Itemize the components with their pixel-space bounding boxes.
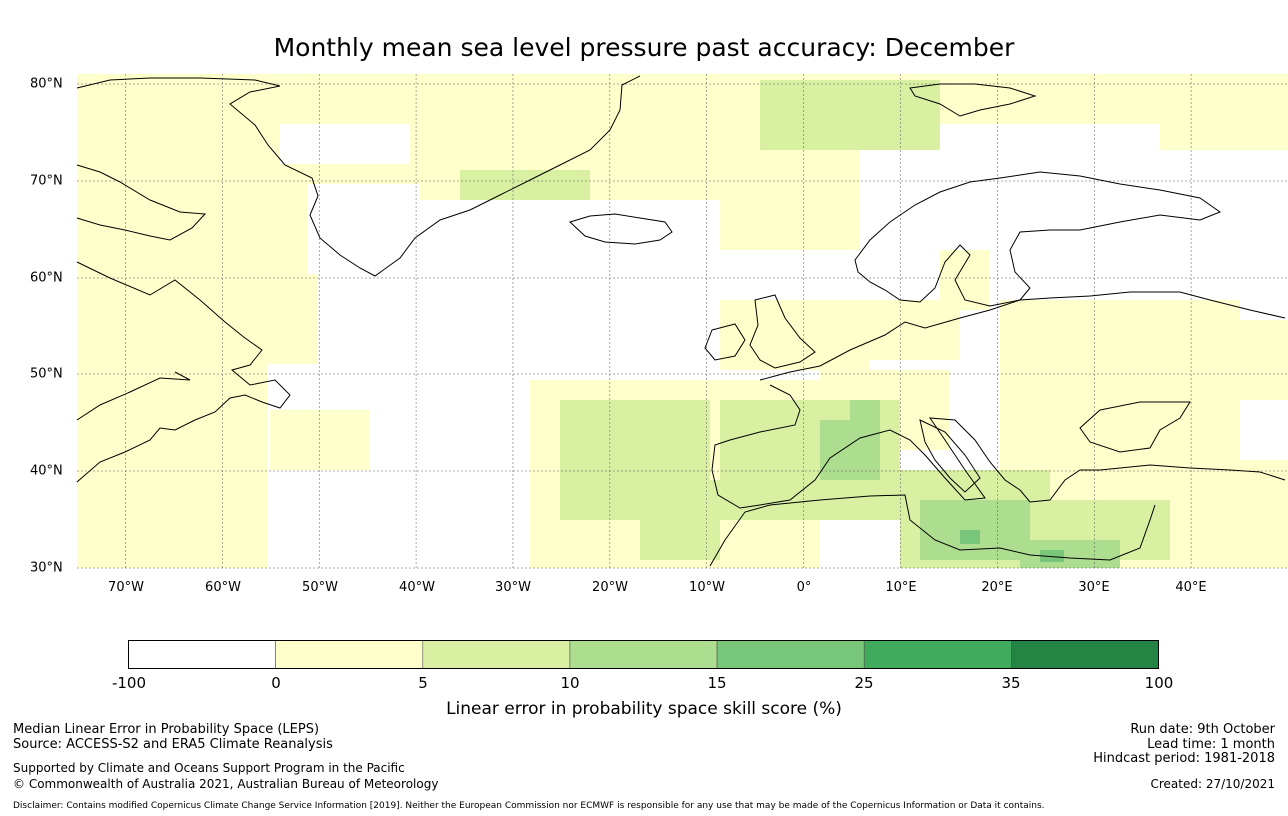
skill-cell-low <box>270 410 370 470</box>
skill-cell-top <box>1040 550 1064 562</box>
ireland-coast <box>704 323 746 361</box>
skill-cell-high <box>850 400 880 430</box>
colorbar-tick: 100 <box>1144 674 1174 692</box>
lon-label: 60°W <box>205 580 241 595</box>
footer-copyright: © Commonwealth of Australia 2021, Austra… <box>13 777 439 791</box>
skill-cell-low <box>1220 320 1288 400</box>
skill-cell-low <box>77 364 267 568</box>
britain-coast <box>749 294 816 369</box>
lon-label: 70°W <box>108 580 144 595</box>
lon-label: 20°W <box>592 580 628 595</box>
skill-cell-low <box>1160 80 1288 150</box>
coastlines <box>76 75 1286 567</box>
lon-label: 0° <box>796 580 812 595</box>
colorbar-tick: 35 <box>1001 674 1021 692</box>
europe-coast <box>759 291 1286 381</box>
colorbar-tick: 0 <box>271 674 281 692</box>
skill-cell-low <box>77 124 307 274</box>
skill-cell-none <box>320 200 720 370</box>
footer-run-date: Run date: 9th October <box>1130 722 1275 737</box>
colorbar-segment <box>569 640 718 669</box>
footer-source: Source: ACCESS-S2 and ERA5 Climate Reana… <box>13 737 333 752</box>
svalbard-coast <box>909 83 1037 117</box>
lat-label: 50°N <box>30 366 63 382</box>
colorbar-label: Linear error in probability space skill … <box>446 699 842 719</box>
black-sea-coast <box>1079 401 1191 453</box>
colorbar-segment <box>716 640 865 669</box>
lat-label: 30°N <box>30 560 63 576</box>
lon-label: 50°W <box>302 580 338 595</box>
skill-shading <box>77 74 1288 568</box>
greenland-coast <box>76 75 641 277</box>
skill-cell-high <box>1020 540 1120 568</box>
iceland-coast <box>569 213 673 245</box>
colorbar-segment <box>275 640 424 669</box>
graticule <box>77 74 1288 569</box>
colorbar-segment <box>422 640 571 669</box>
skill-cell-low <box>700 300 870 370</box>
lon-label: 30°E <box>1078 580 1110 595</box>
iberia-coast <box>711 384 1286 509</box>
skill-cell-mid <box>640 480 720 560</box>
colorbar-tick: -100 <box>111 674 147 692</box>
colorbar-segment <box>863 640 1012 669</box>
lat-label: 70°N <box>30 173 63 189</box>
skill-cell-mid <box>760 80 940 150</box>
italy-coast <box>919 419 981 493</box>
skill-cell-low <box>77 274 317 364</box>
colorbar-tick: 5 <box>418 674 428 692</box>
colorbar-tick: 25 <box>854 674 874 692</box>
page-title: Monthly mean sea level pressure past acc… <box>273 33 1015 62</box>
footer-support: Supported by Climate and Oceans Support … <box>13 761 405 775</box>
colorbar-tick: 15 <box>707 674 727 692</box>
skill-cell-none <box>1050 200 1250 290</box>
footer-created: Created: 27/10/2021 <box>1150 777 1275 791</box>
labrador-coast <box>76 261 291 483</box>
lon-label: 20°E <box>981 580 1013 595</box>
lat-label: 60°N <box>30 270 63 286</box>
lat-label: 80°N <box>30 76 63 92</box>
lon-label: 10°E <box>885 580 917 595</box>
lon-label: 40°E <box>1175 580 1207 595</box>
scandinavia-coast <box>854 171 1222 307</box>
skill-cell-top <box>960 530 980 544</box>
colorbar-tick: 10 <box>560 674 580 692</box>
gulf-coast <box>76 371 191 421</box>
skill-cell-none <box>1240 400 1288 460</box>
skill-cell-low <box>1000 300 1240 440</box>
skill-cell-none <box>280 124 410 164</box>
colorbar-segment <box>128 640 276 669</box>
lat-label: 40°N <box>30 463 63 479</box>
disclaimer: Disclaimer: Contains modified Copernicus… <box>13 801 1045 811</box>
colorbar-segment <box>1011 640 1159 669</box>
footer-method: Median Linear Error in Probability Space… <box>13 722 320 737</box>
skill-cell-none <box>720 250 840 290</box>
footer-lead-time: Lead time: 1 month <box>1147 737 1275 752</box>
colorbar <box>128 640 1159 669</box>
africa-coast <box>709 494 1156 567</box>
baffin-coast <box>76 164 207 241</box>
footer-hindcast: Hindcast period: 1981-2018 <box>1093 751 1275 766</box>
lon-label: 10°W <box>689 580 725 595</box>
lon-label: 40°W <box>399 580 435 595</box>
lon-label: 30°W <box>495 580 531 595</box>
